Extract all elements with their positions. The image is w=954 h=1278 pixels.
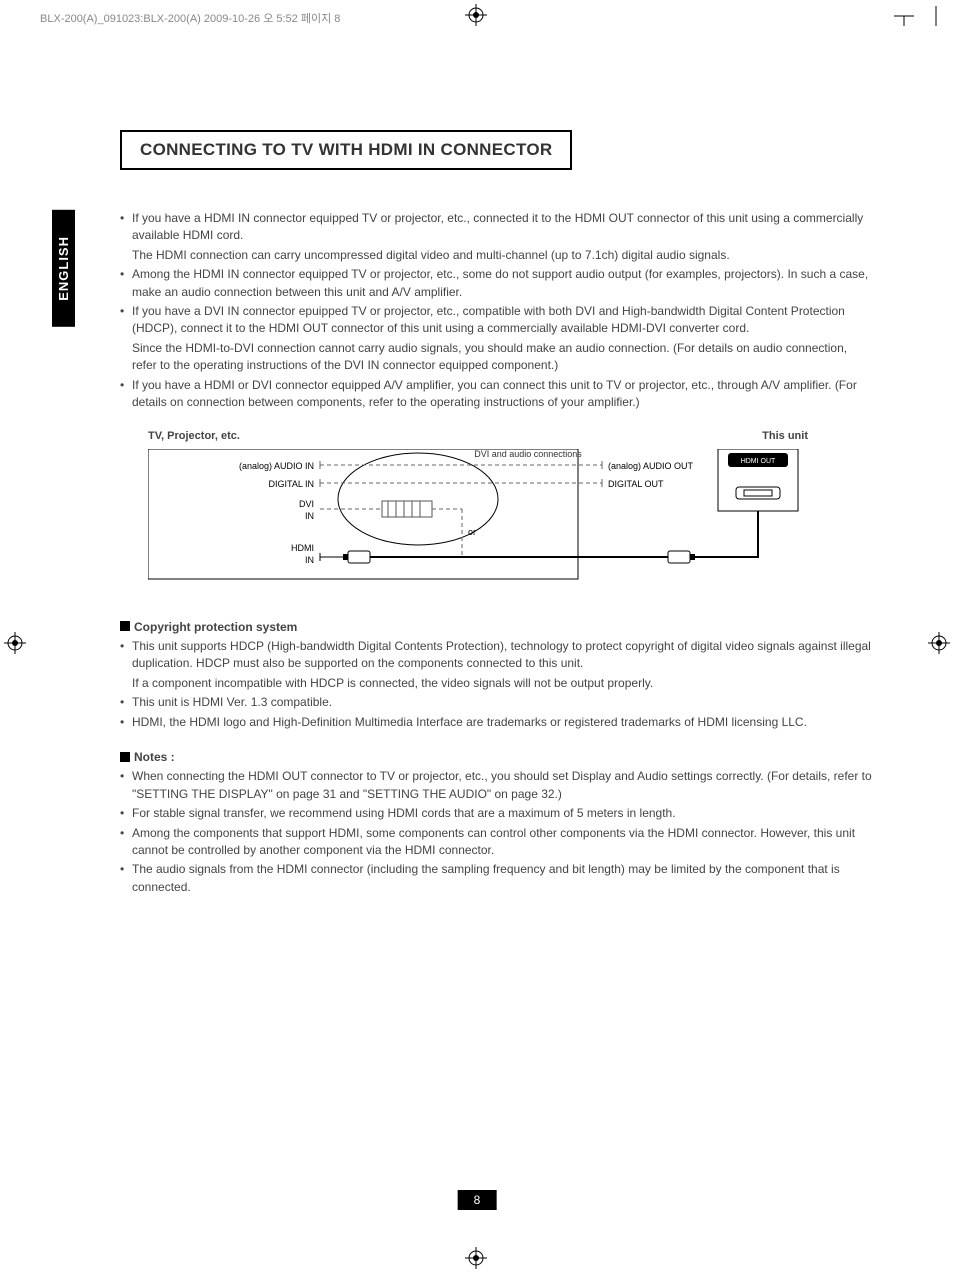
hdmi-out-badge: HDMI OUT <box>741 458 776 465</box>
list-item: The audio signals from the HDMI connecto… <box>120 861 874 896</box>
diagram-left-title: TV, Projector, etc. <box>148 429 240 445</box>
svg-text:(analog) AUDIO IN: (analog) AUDIO IN <box>239 461 314 471</box>
page-number: 8 <box>458 1190 497 1210</box>
notes-heading: Notes : <box>120 749 874 766</box>
crop-mark <box>926 6 946 26</box>
diagram-right-title: This unit <box>762 429 808 445</box>
list-item: This unit is HDMI Ver. 1.3 compatible. <box>120 694 874 711</box>
svg-text:DVI and audio connections: DVI and audio connections <box>474 449 582 459</box>
list-item: Among the components that support HDMI, … <box>120 825 874 860</box>
list-item: If you have a HDMI IN connector equipped… <box>120 210 874 245</box>
language-tab: ENGLISH <box>52 210 75 327</box>
intro-list: If you have a HDMI IN connector equipped… <box>120 210 874 411</box>
reg-mark <box>928 632 950 659</box>
section-title: CONNECTING TO TV WITH HDMI IN CONNECTOR <box>120 130 572 170</box>
svg-text:or: or <box>468 527 476 537</box>
list-item: If you have a DVI IN connector epuipped … <box>120 303 874 338</box>
print-header: BLX-200(A)_091023:BLX-200(A) 2009-10-26 … <box>40 10 340 26</box>
reg-mark <box>465 1247 487 1274</box>
list-item: For stable signal transfer, we recommend… <box>120 805 874 822</box>
notes-list: When connecting the HDMI OUT connector t… <box>120 768 874 896</box>
svg-text:IN: IN <box>305 555 314 565</box>
reg-mark <box>465 4 487 31</box>
reg-mark <box>4 632 26 659</box>
svg-text:IN: IN <box>305 511 314 521</box>
connection-diagram: TV, Projector, etc. This unit HDMI OUT D… <box>148 429 808 594</box>
svg-text:DIGITAL IN: DIGITAL IN <box>268 479 314 489</box>
diagram-svg: HDMI OUT DVI and audio connections (anal… <box>148 449 808 589</box>
copyright-heading: Copyright protection system <box>120 619 874 636</box>
list-item: Since the HDMI-to-DVI connection cannot … <box>120 340 874 375</box>
list-item: If you have a HDMI or DVI connector equi… <box>120 377 874 412</box>
list-item: HDMI, the HDMI logo and High-Definition … <box>120 714 874 731</box>
list-item: Among the HDMI IN connector equipped TV … <box>120 266 874 301</box>
list-item: When connecting the HDMI OUT connector t… <box>120 768 874 803</box>
crop-mark <box>894 6 914 26</box>
list-item: If a component incompatible with HDCP is… <box>120 675 874 692</box>
svg-text:DIGITAL OUT: DIGITAL OUT <box>608 479 664 489</box>
copyright-list: This unit supports HDCP (High-bandwidth … <box>120 638 874 731</box>
page-body: ENGLISH CONNECTING TO TV WITH HDMI IN CO… <box>40 40 914 1238</box>
svg-text:DVI: DVI <box>299 499 314 509</box>
list-item: The HDMI connection can carry uncompress… <box>120 247 874 264</box>
svg-text:HDMI: HDMI <box>291 543 314 553</box>
content-area: If you have a HDMI IN connector equipped… <box>120 210 874 896</box>
list-item: This unit supports HDCP (High-bandwidth … <box>120 638 874 673</box>
svg-text:(analog) AUDIO OUT: (analog) AUDIO OUT <box>608 461 694 471</box>
